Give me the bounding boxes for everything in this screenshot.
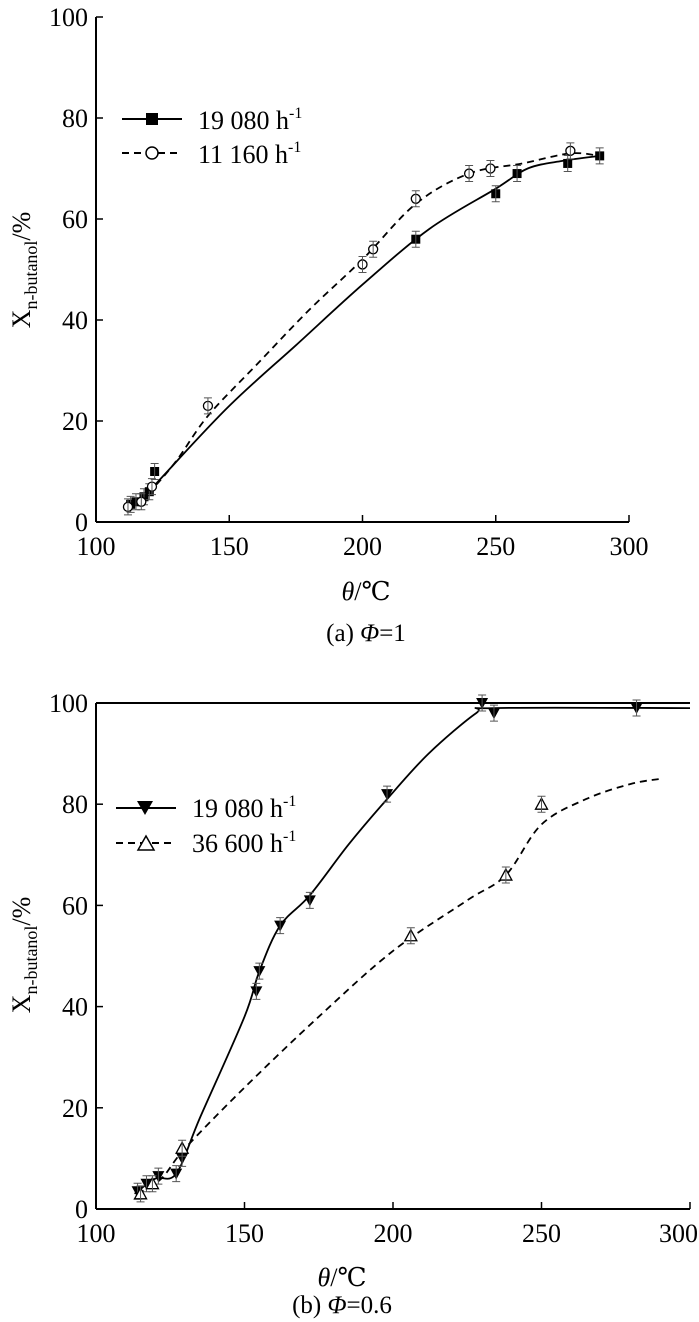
x-tick-label: 200 [374,1219,413,1248]
error-bar [566,142,575,160]
error-bar [255,962,264,980]
x-tick-label: 250 [522,1219,561,1248]
series-line-2 [127,152,600,508]
x-tick-label: 100 [77,1219,116,1248]
legend-marker-open-circle [145,146,159,160]
svg-text:19 080 h-1: 19 080 h-1 [198,105,302,135]
error-bar [148,1175,157,1193]
svg-text:36 600 h-1: 36 600 h-1 [192,828,296,858]
y-tick-label: 0 [75,1195,88,1224]
legend-label-superscript: -1 [283,793,296,810]
y-tick-label: 100 [49,689,88,718]
legend-marker-filled-square [146,113,158,125]
error-bar [136,1185,145,1203]
error-bar [147,478,156,496]
x-tick-label: 300 [610,532,649,561]
error-bar [358,255,367,273]
error-bar [486,160,495,177]
y-tick-label: 20 [62,1094,88,1123]
error-bar [276,917,285,935]
y-tick-label: 80 [62,790,88,819]
error-bar [501,866,510,884]
legend-marker-filled-triangle-down [137,801,153,815]
legend-entry-1: 19 080 h-1 [116,793,296,823]
y-tick-label: 60 [62,891,88,920]
error-bar [595,147,604,165]
y-tick-label: 80 [62,104,88,133]
legend-label: 36 600 h [192,829,283,858]
error-bar [489,704,498,722]
error-bar [537,795,546,813]
x-tick-label: 200 [343,532,382,561]
error-bar [123,498,132,516]
x-tick-label: 150 [225,1219,264,1248]
error-bar [411,230,420,248]
error-bar [411,190,420,208]
error-bar [369,240,378,258]
legend: 19 080 h-1 11 160 h-1 [122,105,302,169]
y-tick-label: 20 [62,407,88,436]
svg-text:19 080 h-1: 19 080 h-1 [192,793,296,823]
series-line-1 [134,706,691,1195]
error-bar [383,785,392,803]
legend-label: 19 080 h [192,794,283,823]
chart-caption: (b) Φ=0.6 [292,1292,392,1319]
legend-entry-2: 11 160 h-1 [122,139,301,169]
y-tick-label: 100 [49,3,88,32]
error-bar [513,165,522,183]
error-bar [137,493,146,511]
error-bar [172,1165,181,1183]
legend-label-superscript: -1 [283,828,296,845]
legend-label-superscript: -1 [289,105,302,122]
x-tick-label: 250 [476,532,515,561]
legend-entry-1: 19 080 h-1 [122,105,302,135]
x-tick-label: 150 [210,532,249,561]
error-bar [178,1139,187,1157]
y-tick-label: 0 [75,508,88,537]
error-bar [203,397,212,415]
legend-entry-2: 36 600 h-1 [116,828,296,858]
x-axis-label: θ/℃ [317,1263,366,1292]
chart-panel-b: 0 20 40 60 80 100 100 150 200 250 300 19 080 h-1 3… [7,689,698,1319]
y-axis-label: Xn-butanol/% [7,897,41,1014]
error-bar [406,927,415,945]
y-tick-label: 40 [62,993,88,1022]
svg-text:11 160 h-1: 11 160 h-1 [198,139,301,169]
legend-label-superscript: -1 [288,139,301,156]
x-axis-label: θ/℃ [341,577,390,606]
legend: 19 080 h-1 36 600 h-1 [116,793,296,858]
error-bar [305,891,314,909]
legend-marker-open-triangle-up [136,834,156,851]
error-bar [632,699,641,717]
series-line-1 [127,155,600,508]
y-axis-label: Xn-butanol/% [7,212,41,329]
chart-caption: (a) Φ=1 [326,620,406,647]
legend-label: 19 080 h [198,106,289,135]
x-tick-label: 100 [77,532,116,561]
error-bar [465,165,474,183]
y-tick-label: 40 [62,306,88,335]
y-tick-label: 60 [62,205,88,234]
error-bar [491,185,500,203]
error-bar [478,694,487,712]
error-bar [252,982,261,1000]
legend-label: 11 160 h [198,140,288,169]
x-tick-label: 300 [659,1219,698,1248]
